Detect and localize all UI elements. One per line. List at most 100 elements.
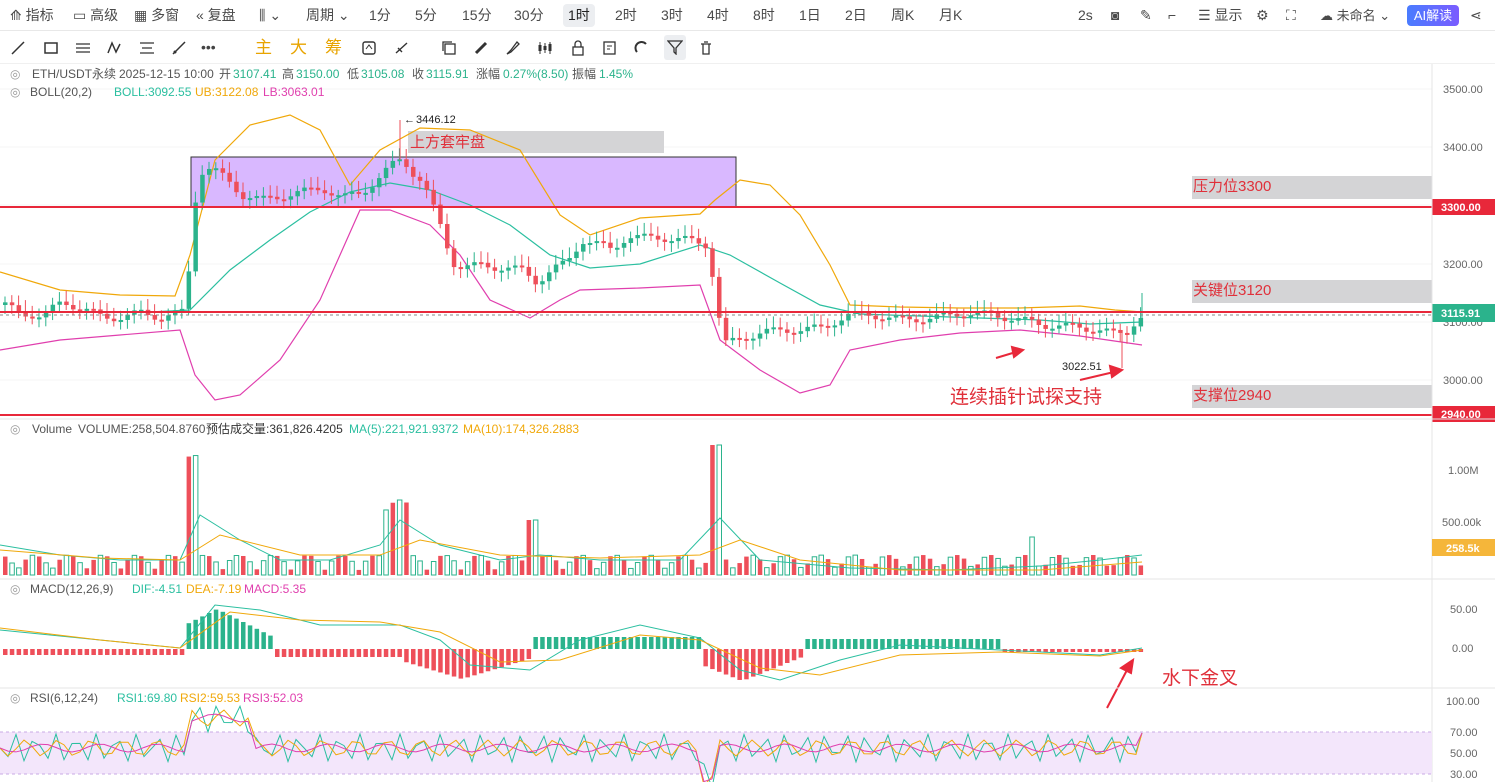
list-icon: ☰ bbox=[1198, 7, 1211, 23]
boll-mid bbox=[0, 182, 1143, 325]
copy-icon[interactable] bbox=[441, 31, 457, 64]
volume-bar bbox=[1138, 565, 1144, 575]
camera-icon[interactable]: ◙ bbox=[1111, 7, 1120, 23]
lock-icon[interactable] bbox=[570, 31, 586, 64]
candle-body bbox=[479, 262, 484, 265]
svg-text:RSI2:59.53: RSI2:59.53 bbox=[180, 691, 240, 705]
interval-1m[interactable]: 1分 bbox=[369, 7, 391, 23]
filter-icon[interactable] bbox=[664, 35, 686, 60]
volume-bar bbox=[1015, 556, 1022, 576]
volume-bar bbox=[404, 502, 409, 575]
volume-bar bbox=[560, 568, 566, 575]
svg-text:预估成交量:361,826.4205: 预估成交量:361,826.4205 bbox=[206, 421, 343, 436]
macd-bar bbox=[424, 649, 430, 669]
macd-bar bbox=[995, 639, 1001, 649]
share-icon[interactable]: ⋖ bbox=[1470, 7, 1482, 23]
macd-bar bbox=[173, 649, 178, 655]
volume-bar bbox=[328, 560, 335, 576]
interval-1d[interactable]: 1日 bbox=[799, 7, 821, 23]
interval-30m[interactable]: 30分 bbox=[514, 7, 544, 23]
candle-body bbox=[710, 248, 715, 277]
macd-bar bbox=[152, 649, 158, 655]
candle-body bbox=[927, 318, 933, 323]
display-button[interactable]: ☰ 显示 bbox=[1198, 0, 1242, 31]
drawing-toolbar: ••• 主 大 筹 bbox=[0, 31, 1495, 64]
volume-bar bbox=[730, 567, 736, 576]
interval-1h[interactable]: 1时 bbox=[563, 4, 595, 27]
brush-icon[interactable] bbox=[505, 31, 521, 64]
interval-month[interactable]: 月K bbox=[939, 7, 963, 23]
interval-2d[interactable]: 2日 bbox=[845, 7, 867, 23]
workspace-dropdown[interactable]: ☁ 未命名 ⌄ bbox=[1320, 0, 1390, 31]
hlines-tool-icon[interactable] bbox=[75, 31, 91, 64]
svg-text:RSI(6,12,24): RSI(6,12,24) bbox=[30, 691, 98, 705]
note-icon[interactable] bbox=[602, 31, 618, 64]
candle-body bbox=[295, 191, 300, 197]
chart-type-dropdown[interactable]: ⫼ ⌄ bbox=[259, 0, 281, 31]
candles-icon[interactable] bbox=[537, 31, 553, 64]
pen-icon[interactable]: ✎ bbox=[1140, 7, 1152, 23]
macd-bar bbox=[111, 649, 117, 655]
macd-bar bbox=[778, 649, 783, 666]
volume-bar bbox=[105, 556, 110, 575]
macd-bar bbox=[9, 649, 15, 655]
ray-tool-icon[interactable] bbox=[171, 31, 187, 64]
candle-body bbox=[23, 311, 28, 317]
wave-tool-icon[interactable] bbox=[107, 31, 123, 64]
volume-bar bbox=[322, 569, 328, 575]
macd-bar bbox=[1023, 649, 1028, 652]
annotate-icon[interactable]: ⌐ bbox=[1168, 7, 1177, 23]
candle-body bbox=[1057, 325, 1062, 329]
line-tool-icon[interactable] bbox=[10, 31, 26, 64]
rectangle-tool-icon[interactable] bbox=[43, 31, 59, 64]
candle-body bbox=[1118, 329, 1123, 333]
ai-interpret-button[interactable]: AI解读 bbox=[1407, 5, 1459, 26]
macd-bar bbox=[98, 649, 103, 655]
candle-body bbox=[1023, 316, 1028, 319]
interval-2h[interactable]: 2时 bbox=[615, 7, 637, 23]
interval-8h[interactable]: 8时 bbox=[753, 7, 775, 23]
candle-body bbox=[315, 187, 321, 191]
svg-text:开: 开 bbox=[219, 67, 231, 81]
interval-4h[interactable]: 4时 bbox=[707, 7, 729, 23]
interval-week[interactable]: 周K bbox=[891, 7, 915, 23]
refresh-rate[interactable]: 2s bbox=[1078, 7, 1093, 23]
advanced-button[interactable]: ▭ 高级 bbox=[73, 0, 118, 31]
big-order-toggle[interactable]: 大 bbox=[290, 38, 307, 57]
support-label: 支撑位2940 bbox=[1193, 387, 1271, 404]
main-chart-toggle[interactable]: 主 bbox=[255, 38, 272, 57]
multiwindow-button[interactable]: ▦ 多窗 bbox=[134, 0, 179, 31]
settings-icon[interactable]: ⚙ bbox=[1256, 7, 1269, 23]
candle-body bbox=[50, 304, 56, 312]
chip-toggle[interactable]: 筹 bbox=[325, 38, 342, 57]
fullscreen-icon[interactable]: ⛶ bbox=[1286, 7, 1296, 23]
sync-icon[interactable] bbox=[361, 31, 377, 64]
indicators-button[interactable]: ⟰ 指标 bbox=[10, 0, 54, 31]
volume-bar bbox=[288, 569, 294, 575]
replay-button[interactable]: « 复盘 bbox=[196, 0, 236, 31]
fib-tool-icon[interactable] bbox=[139, 31, 155, 64]
more-tools-icon[interactable]: ••• bbox=[201, 39, 216, 55]
measure-icon[interactable] bbox=[394, 31, 410, 64]
candle-body bbox=[411, 166, 416, 177]
macd-bar bbox=[1084, 649, 1089, 652]
svg-text:高: 高 bbox=[282, 66, 294, 81]
volume-bar bbox=[254, 569, 260, 575]
svg-text:MA(5):221,921.9372: MA(5):221,921.9372 bbox=[349, 422, 459, 436]
trash-icon[interactable] bbox=[698, 31, 714, 64]
candle-body bbox=[628, 238, 634, 243]
eye-icon: ◎ bbox=[10, 67, 20, 81]
period-dropdown[interactable]: 周期 ⌄ bbox=[306, 0, 350, 31]
interval-15m[interactable]: 15分 bbox=[462, 7, 492, 23]
chevron-down-icon: ⌄ bbox=[337, 7, 350, 23]
ruler-icon[interactable] bbox=[473, 31, 489, 64]
magnet-icon[interactable] bbox=[634, 31, 650, 64]
macd-bar bbox=[540, 637, 545, 649]
macd-bar bbox=[295, 649, 300, 657]
macd-bar bbox=[989, 639, 994, 649]
macd-bar bbox=[431, 649, 436, 671]
interval-3h[interactable]: 3时 bbox=[661, 7, 683, 23]
candle-body bbox=[329, 193, 334, 196]
interval-5m[interactable]: 5分 bbox=[415, 7, 437, 23]
